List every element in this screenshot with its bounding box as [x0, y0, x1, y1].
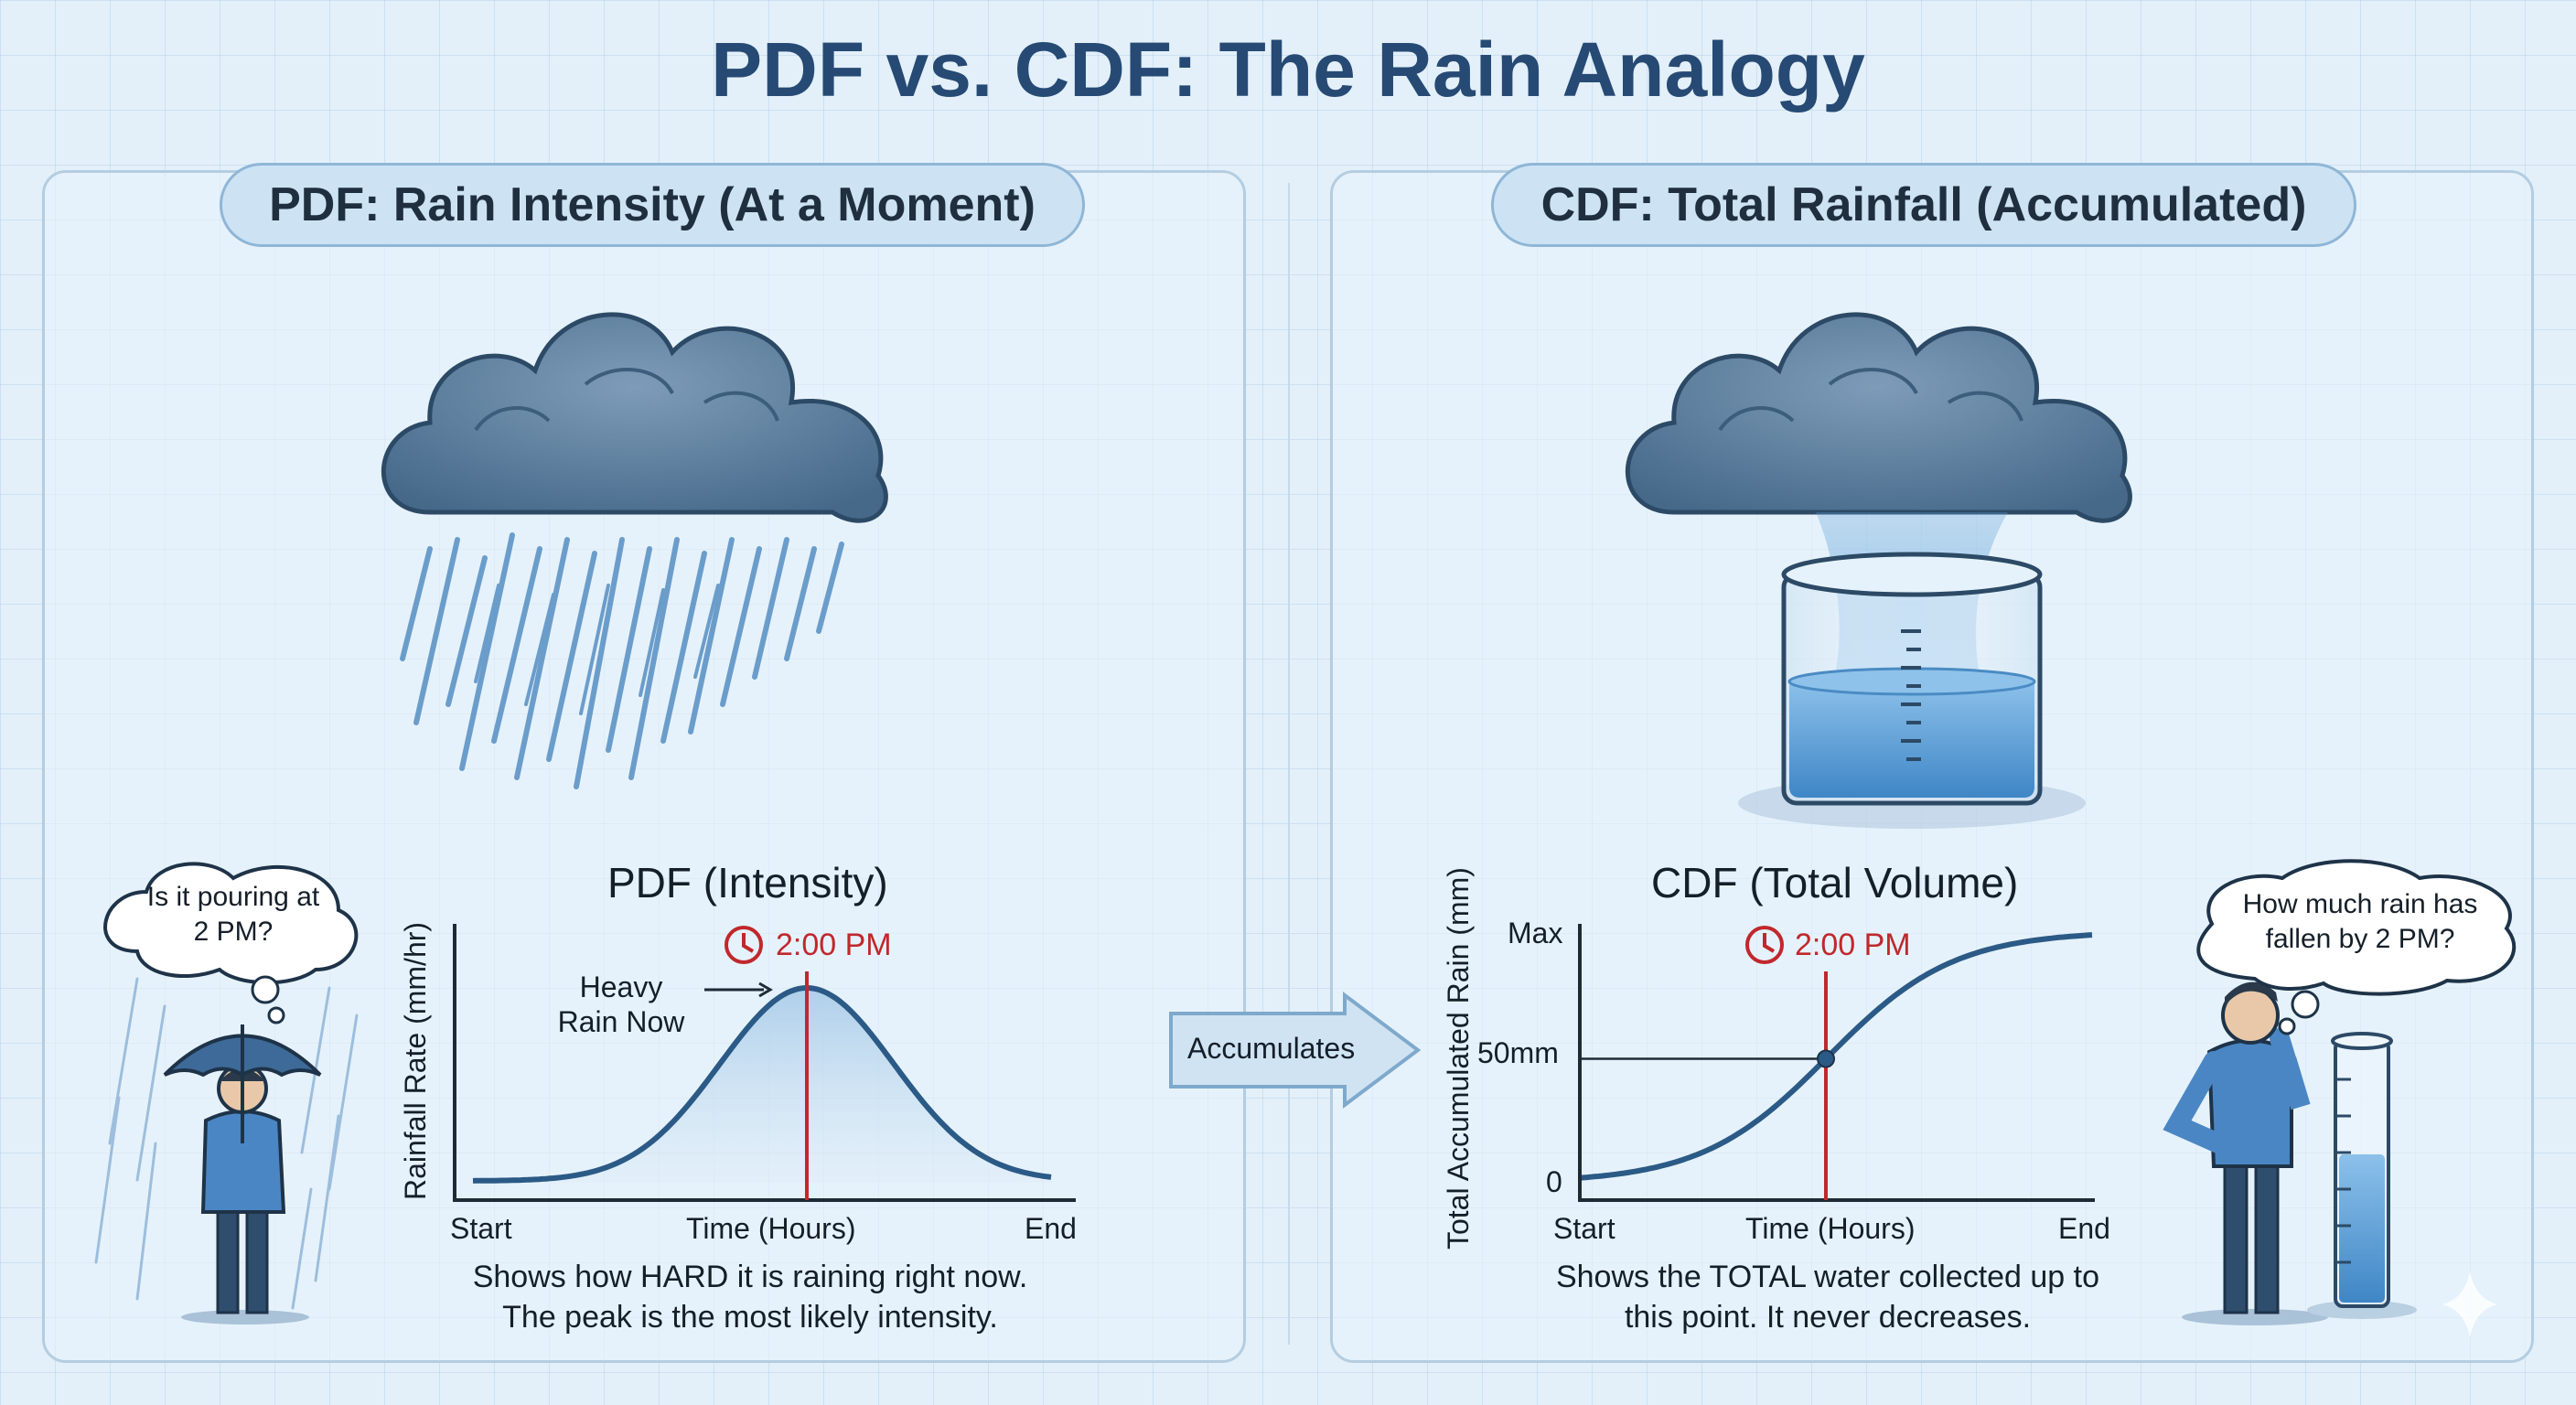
cdf-chart	[1578, 924, 2095, 1202]
cdf-heading: CDF: Total Rainfall (Accumulated)	[1491, 163, 2356, 247]
panel-divider	[1288, 183, 1290, 1345]
cdf-thought-text: How much rain has fallen by 2 PM?	[2242, 889, 2478, 954]
cdf-y-tick-50mm: 50mm	[1477, 1036, 1559, 1069]
thought-bubble	[103, 862, 359, 1024]
sparkle-icon	[2442, 1271, 2497, 1337]
accumulates-arrow-icon	[1169, 992, 1422, 1109]
pdf-heading: PDF: Rain Intensity (At a Moment)	[220, 163, 1085, 247]
cdf-intersection-point	[1817, 1049, 1835, 1068]
cdf-y-tick-zero: 0	[1546, 1165, 1562, 1198]
pdf-y-axis-label: Rainfall Rate (mm/hr)	[399, 921, 432, 1200]
cdf-x-end-label: End	[2058, 1212, 2110, 1245]
pdf-x-start-label: Start	[450, 1212, 512, 1245]
pdf-thought-text: Is it pouring at 2 PM?	[146, 882, 320, 947]
thinking-person-icon	[2163, 981, 2328, 1325]
pdf-curve-area	[473, 988, 1052, 1183]
peak-arrowhead	[758, 981, 773, 998]
umbrella-person-icon	[94, 977, 359, 1325]
cdf-x-start-label: Start	[1553, 1212, 1615, 1245]
pdf-x-end-label: End	[1025, 1212, 1077, 1245]
thought-bubble	[2196, 859, 2517, 1035]
pdf-chart-title: PDF (Intensity)	[607, 859, 888, 906]
cdf-y-axis-label: Total Accumulated Rain (mm)	[1442, 867, 1475, 1249]
heavy-rain-icon	[400, 532, 844, 789]
pdf-time-marker-label: 2:00 PM	[776, 928, 892, 962]
cdf-x-axis-label: Time (Hours)	[1745, 1212, 1916, 1245]
cdf-caption: Shows the TOTAL water collected up to th…	[1555, 1260, 2100, 1335]
pdf-caption: Shows how HARD it is raining right now. …	[472, 1260, 1028, 1335]
pdf-chart	[453, 924, 1076, 1202]
graduated-cylinder-icon	[2307, 1032, 2417, 1319]
peak-annotation: Heavy Rain Now	[557, 971, 685, 1038]
cdf-curve	[1579, 932, 2093, 1181]
pdf-x-axis-label: Time (Hours)	[686, 1212, 856, 1245]
clock-icon	[1745, 926, 1784, 964]
accumulates-label: Accumulates	[1187, 1032, 1356, 1065]
cdf-chart-title: CDF (Total Volume)	[1651, 859, 2019, 906]
pdf-curve	[472, 984, 1052, 1184]
cdf-time-marker-label: 2:00 PM	[1795, 928, 1911, 962]
page-title: PDF vs. CDF: The Rain Analogy	[711, 27, 1865, 113]
clock-icon	[724, 926, 763, 964]
cdf-y-tick-max: Max	[1508, 917, 1563, 949]
rain-cloud-icon	[381, 312, 888, 523]
collecting-beaker-icon	[1738, 512, 2086, 829]
rain-cloud-icon	[1625, 312, 2132, 523]
